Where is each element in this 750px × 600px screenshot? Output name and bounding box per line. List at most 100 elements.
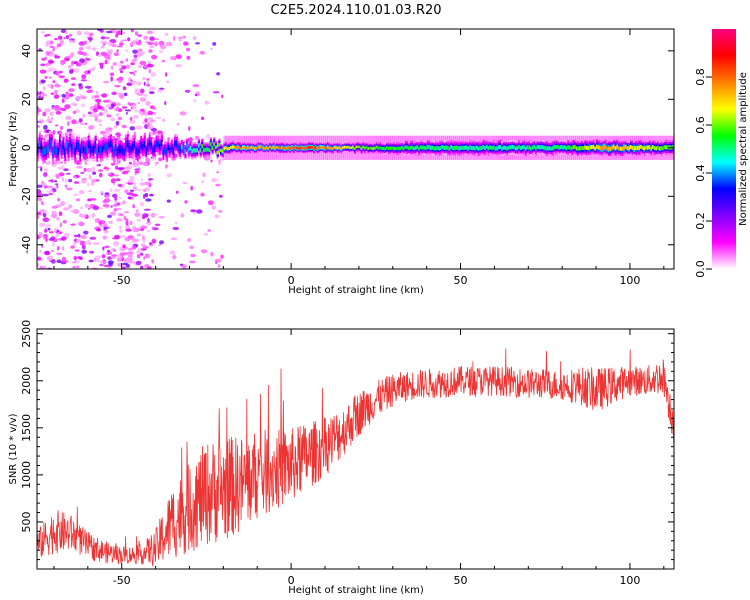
heatmap-scatter-cell — [87, 182, 90, 187]
heatmap-scatter-cell — [75, 60, 78, 64]
heatmap-band-cell — [411, 145, 414, 150]
heatmap-scatter-cell — [113, 52, 119, 56]
heatmap-scatter-cell — [47, 60, 55, 63]
heatmap-scatter-cell — [152, 107, 157, 110]
heatmap-band-cell — [203, 148, 206, 153]
heatmap-band-cell — [236, 145, 240, 149]
heatmap-scatter-cell — [215, 183, 221, 187]
heatmap-scatter-cell — [60, 107, 67, 112]
heatmap-scatter-cell — [145, 253, 151, 259]
snr-x-tick-label: 100 — [619, 574, 640, 587]
heatmap-scatter-cell — [38, 48, 42, 51]
heatmap-scatter-cell — [66, 172, 71, 175]
heatmap-band-cell — [653, 145, 656, 150]
heatmap-scatter-cell — [164, 101, 167, 106]
heatmap-scatter-cell — [97, 102, 100, 107]
heatmap-scatter-cell — [90, 182, 95, 186]
heatmap-scatter-cell — [133, 260, 136, 265]
heatmap-scatter-cell — [131, 104, 137, 110]
colorbar-tick-label: 0.6 — [694, 116, 707, 134]
heatmap-band-cell — [533, 144, 536, 149]
heatmap-band-cell — [138, 146, 141, 153]
heatmap-band-cell — [174, 141, 177, 147]
heatmap-scatter-cell — [143, 256, 146, 260]
heatmap-band-cell — [111, 144, 114, 152]
heatmap-scatter-cell — [59, 222, 63, 228]
heatmap-band-cell — [118, 146, 121, 154]
heatmap-band-cell — [179, 147, 182, 153]
heatmap-band-cell — [404, 145, 407, 149]
colorbar-tick-label: 0.4 — [694, 164, 707, 182]
heatmap-band-cell — [167, 144, 170, 151]
heatmap-band-cell — [557, 144, 560, 149]
heatmap-scatter-cell — [212, 91, 220, 94]
heatmap-band-cell — [402, 146, 406, 151]
heatmap-scatter-cell — [140, 243, 146, 247]
heatmap-band-cell — [435, 146, 438, 151]
heatmap-scatter-cell — [119, 196, 122, 199]
heatmap-band-cell — [42, 148, 45, 156]
heatmap-band-cell — [457, 146, 460, 151]
heatmap-scatter-cell — [43, 168, 49, 172]
heatmap-band-cell — [208, 147, 211, 152]
heatmap-band-cell — [462, 145, 465, 150]
heatmap-scatter-cell — [216, 171, 219, 174]
heatmap-scatter-cell — [136, 253, 141, 259]
heatmap-scatter-cell — [119, 68, 123, 71]
heatmap-scatter-cell — [144, 193, 149, 198]
heatmap-scatter-cell — [122, 244, 126, 249]
heatmap-band-cell — [465, 145, 468, 150]
heatmap-scatter-cell — [119, 246, 125, 252]
heatmap-scatter-cell — [81, 249, 87, 254]
heatmap-band-cell — [397, 146, 401, 151]
heatmap-band-cell — [294, 145, 297, 149]
heatmap-scatter-cell — [185, 89, 191, 93]
heatmap-band-cell — [560, 144, 563, 149]
heatmap-band-cell — [428, 145, 431, 150]
heatmap-scatter-cell — [156, 116, 162, 120]
heatmap-scatter-cell — [221, 94, 224, 99]
heatmap-band-cell — [572, 145, 575, 150]
heatmap-band-cell — [53, 144, 57, 152]
heatmap-scatter-cell — [113, 241, 120, 247]
heatmap-x-tick-label: -50 — [113, 274, 131, 287]
heatmap-scatter-cell — [85, 122, 88, 125]
heatmap-scatter-cell — [39, 266, 44, 269]
heatmap-scatter-cell — [49, 76, 52, 79]
snr-y-tick-label: 500 — [20, 511, 33, 532]
heatmap-scatter-cell — [175, 64, 183, 68]
heatmap-scatter-cell — [189, 260, 196, 264]
heatmap-axes: -50 0 50 100 -40 -20 0 20 40 — [20, 29, 674, 287]
heatmap-scatter-cell — [136, 188, 142, 192]
heatmap-band-cell — [89, 145, 92, 153]
heatmap-band-cell — [528, 145, 531, 150]
heatmap-scatter-cell — [37, 256, 42, 261]
heatmap-scatter-cell — [58, 203, 62, 207]
heatmap-band-cell — [257, 145, 260, 149]
heatmap-scatter-cell — [92, 242, 100, 245]
heatmap-scatter-cell — [110, 211, 117, 216]
heatmap-band-cell — [99, 146, 102, 154]
heatmap-scatter-cell — [69, 33, 72, 37]
heatmap-scatter-cell — [132, 58, 138, 62]
heatmap-scatter-cell — [169, 250, 176, 256]
heatmap-band-cell — [301, 146, 304, 150]
heatmap-scatter-cell — [88, 114, 96, 118]
heatmap-band-cell — [40, 143, 43, 151]
heatmap-scatter-cell — [144, 93, 148, 98]
heatmap-scatter-cell — [77, 50, 83, 55]
snr-plot-area — [37, 329, 674, 569]
heatmap-scatter-cell — [150, 72, 156, 77]
heatmap-scatter-cell — [64, 31, 68, 34]
heatmap-scatter-cell — [148, 178, 154, 181]
heatmap-band-cell — [181, 144, 184, 150]
heatmap-scatter-cell — [129, 259, 133, 264]
heatmap-scatter-cell — [64, 184, 68, 188]
snr-y-tick-label: 1500 — [20, 414, 33, 442]
heatmap-scatter-cell — [192, 212, 196, 215]
heatmap-scatter-cell — [52, 80, 56, 83]
heatmap-scatter-cell — [133, 54, 138, 58]
heatmap-band-cell — [521, 145, 524, 150]
heatmap-scatter-cell — [142, 162, 149, 167]
heatmap-band-cell — [304, 146, 307, 150]
